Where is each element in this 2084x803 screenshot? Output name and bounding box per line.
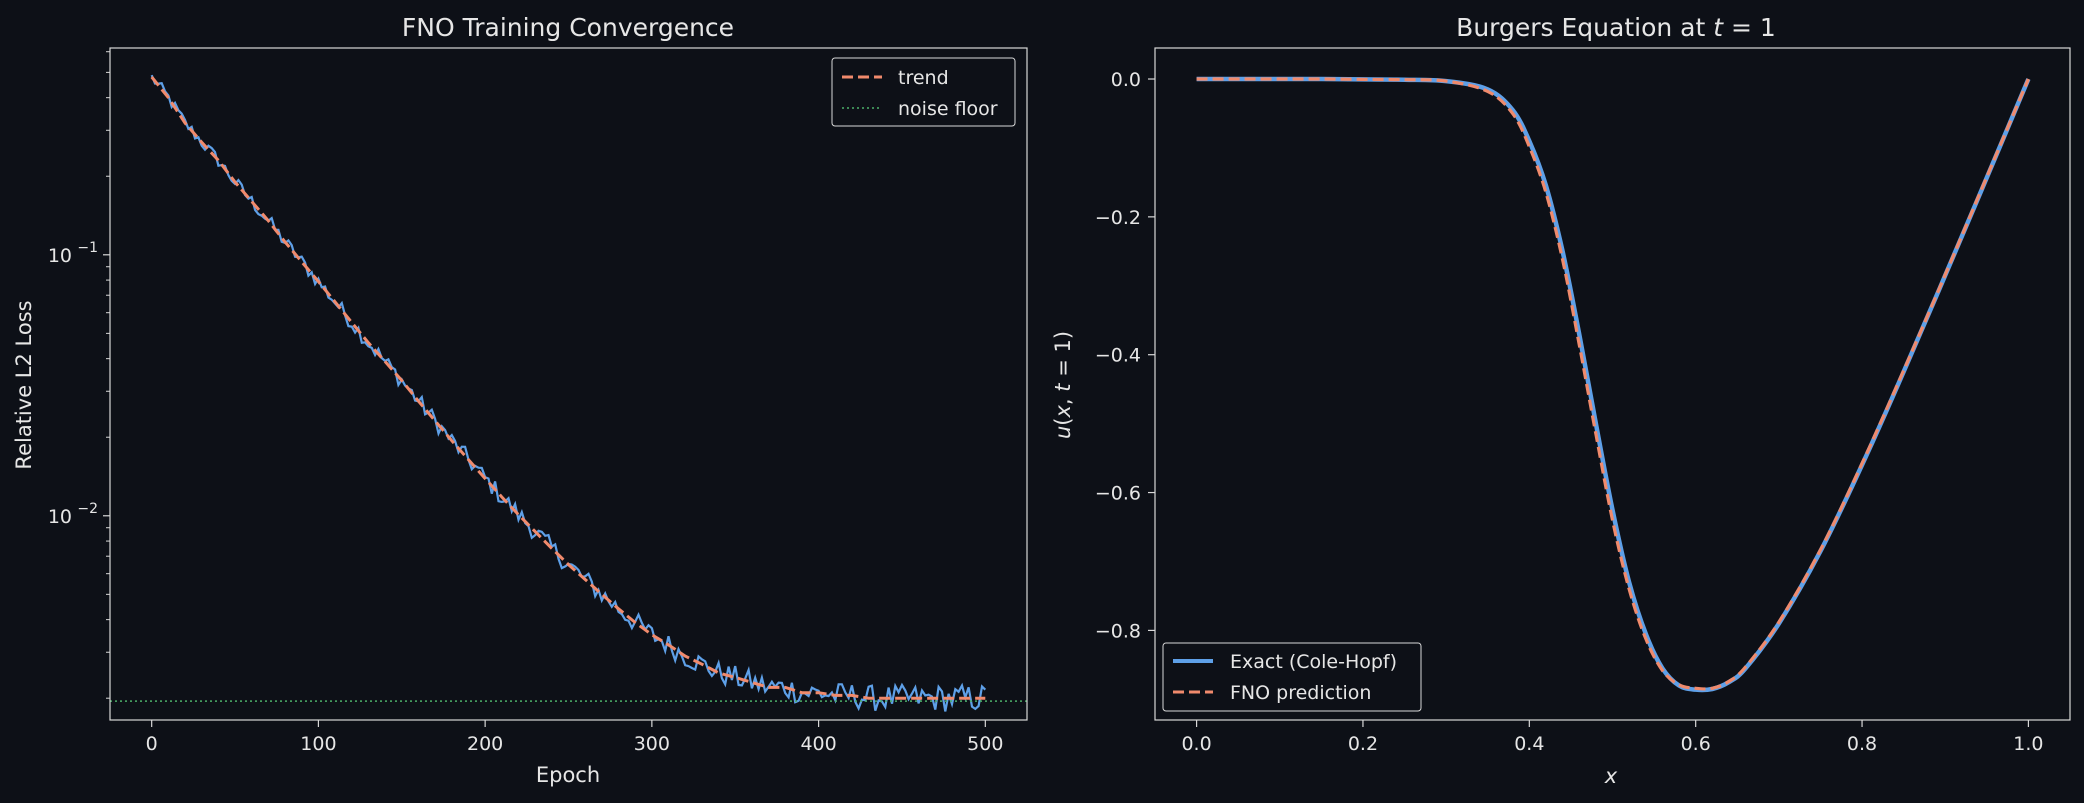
left-x-tick-label: 0 [146, 733, 158, 755]
left-y-tick-label: 10 [48, 245, 72, 267]
legend-trend-label: trend [898, 67, 949, 89]
right-y-tick-label: 0.0 [1111, 69, 1141, 91]
left-chart: FNO Training Convergence 0 100 200 300 400 50… [12, 13, 1028, 787]
right-y-axis-label: u(x, t = 1) [1051, 331, 1075, 439]
right-y-tick-label: −0.6 [1095, 483, 1141, 505]
left-y-tick-exponent: −1 [77, 240, 98, 256]
left-legend: trend noise floor [831, 57, 1016, 127]
left-x-tick-label: 200 [467, 733, 503, 755]
left-axes-frame [109, 47, 1028, 721]
right-legend: Exact (Cole-Hopf) FNO prediction [1162, 642, 1422, 712]
right-legend-box [1162, 642, 1422, 712]
right-x-tick-label: 0.8 [1847, 733, 1877, 755]
right-y-tick-label: −0.8 [1095, 620, 1141, 642]
series-fno-prediction [1196, 77, 2030, 691]
legend-exact-label: Exact (Cole-Hopf) [1230, 651, 1397, 673]
left-y-ticks: 10 −1 10 −2 [48, 51, 110, 699]
left-legend-box [831, 57, 1016, 127]
right-y-tick-label: −0.2 [1095, 207, 1141, 229]
right-y-tick-label: −0.4 [1095, 345, 1141, 367]
left-x-tick-label: 100 [300, 733, 336, 755]
left-y-axis-label: Relative L2 Loss [12, 300, 36, 469]
right-x-tick-label: 0.0 [1181, 733, 1211, 755]
left-y-tick-label: 10 [48, 506, 72, 528]
right-x-tick-label: 1.0 [2013, 733, 2043, 755]
right-x-tick-label: 0.6 [1681, 733, 1711, 755]
left-x-axis-label: Epoch [536, 763, 600, 787]
left-x-tick-label: 400 [800, 733, 836, 755]
legend-fno-label: FNO prediction [1230, 682, 1371, 704]
right-plot-area [1196, 76, 2031, 693]
right-x-ticks: 0.0 0.2 0.4 0.6 0.8 1.0 [1181, 720, 2044, 755]
right-x-tick-label: 0.4 [1514, 733, 1544, 755]
left-x-ticks: 0 100 200 300 400 500 [146, 720, 1003, 755]
right-x-tick-label: 0.2 [1348, 733, 1378, 755]
left-chart-title: FNO Training Convergence [402, 13, 734, 42]
legend-noise-floor-label: noise floor [898, 98, 998, 120]
left-x-tick-label: 500 [967, 733, 1003, 755]
right-axes-frame [1154, 47, 2071, 721]
left-x-tick-label: 300 [634, 733, 670, 755]
right-chart-title: Burgers Equation at t = 1 [1456, 13, 1776, 42]
series-trend [150, 76, 986, 700]
right-chart: Burgers Equation at t = 1 0.0 0.2 0.4 0.6 0.… [1051, 13, 2071, 788]
left-plot-area [110, 74, 1027, 712]
right-x-axis-label: x [1604, 764, 1618, 788]
left-y-tick-exponent: −2 [77, 501, 98, 517]
right-y-ticks: 0.0 −0.2 −0.4 −0.6 −0.8 [1095, 69, 1155, 642]
